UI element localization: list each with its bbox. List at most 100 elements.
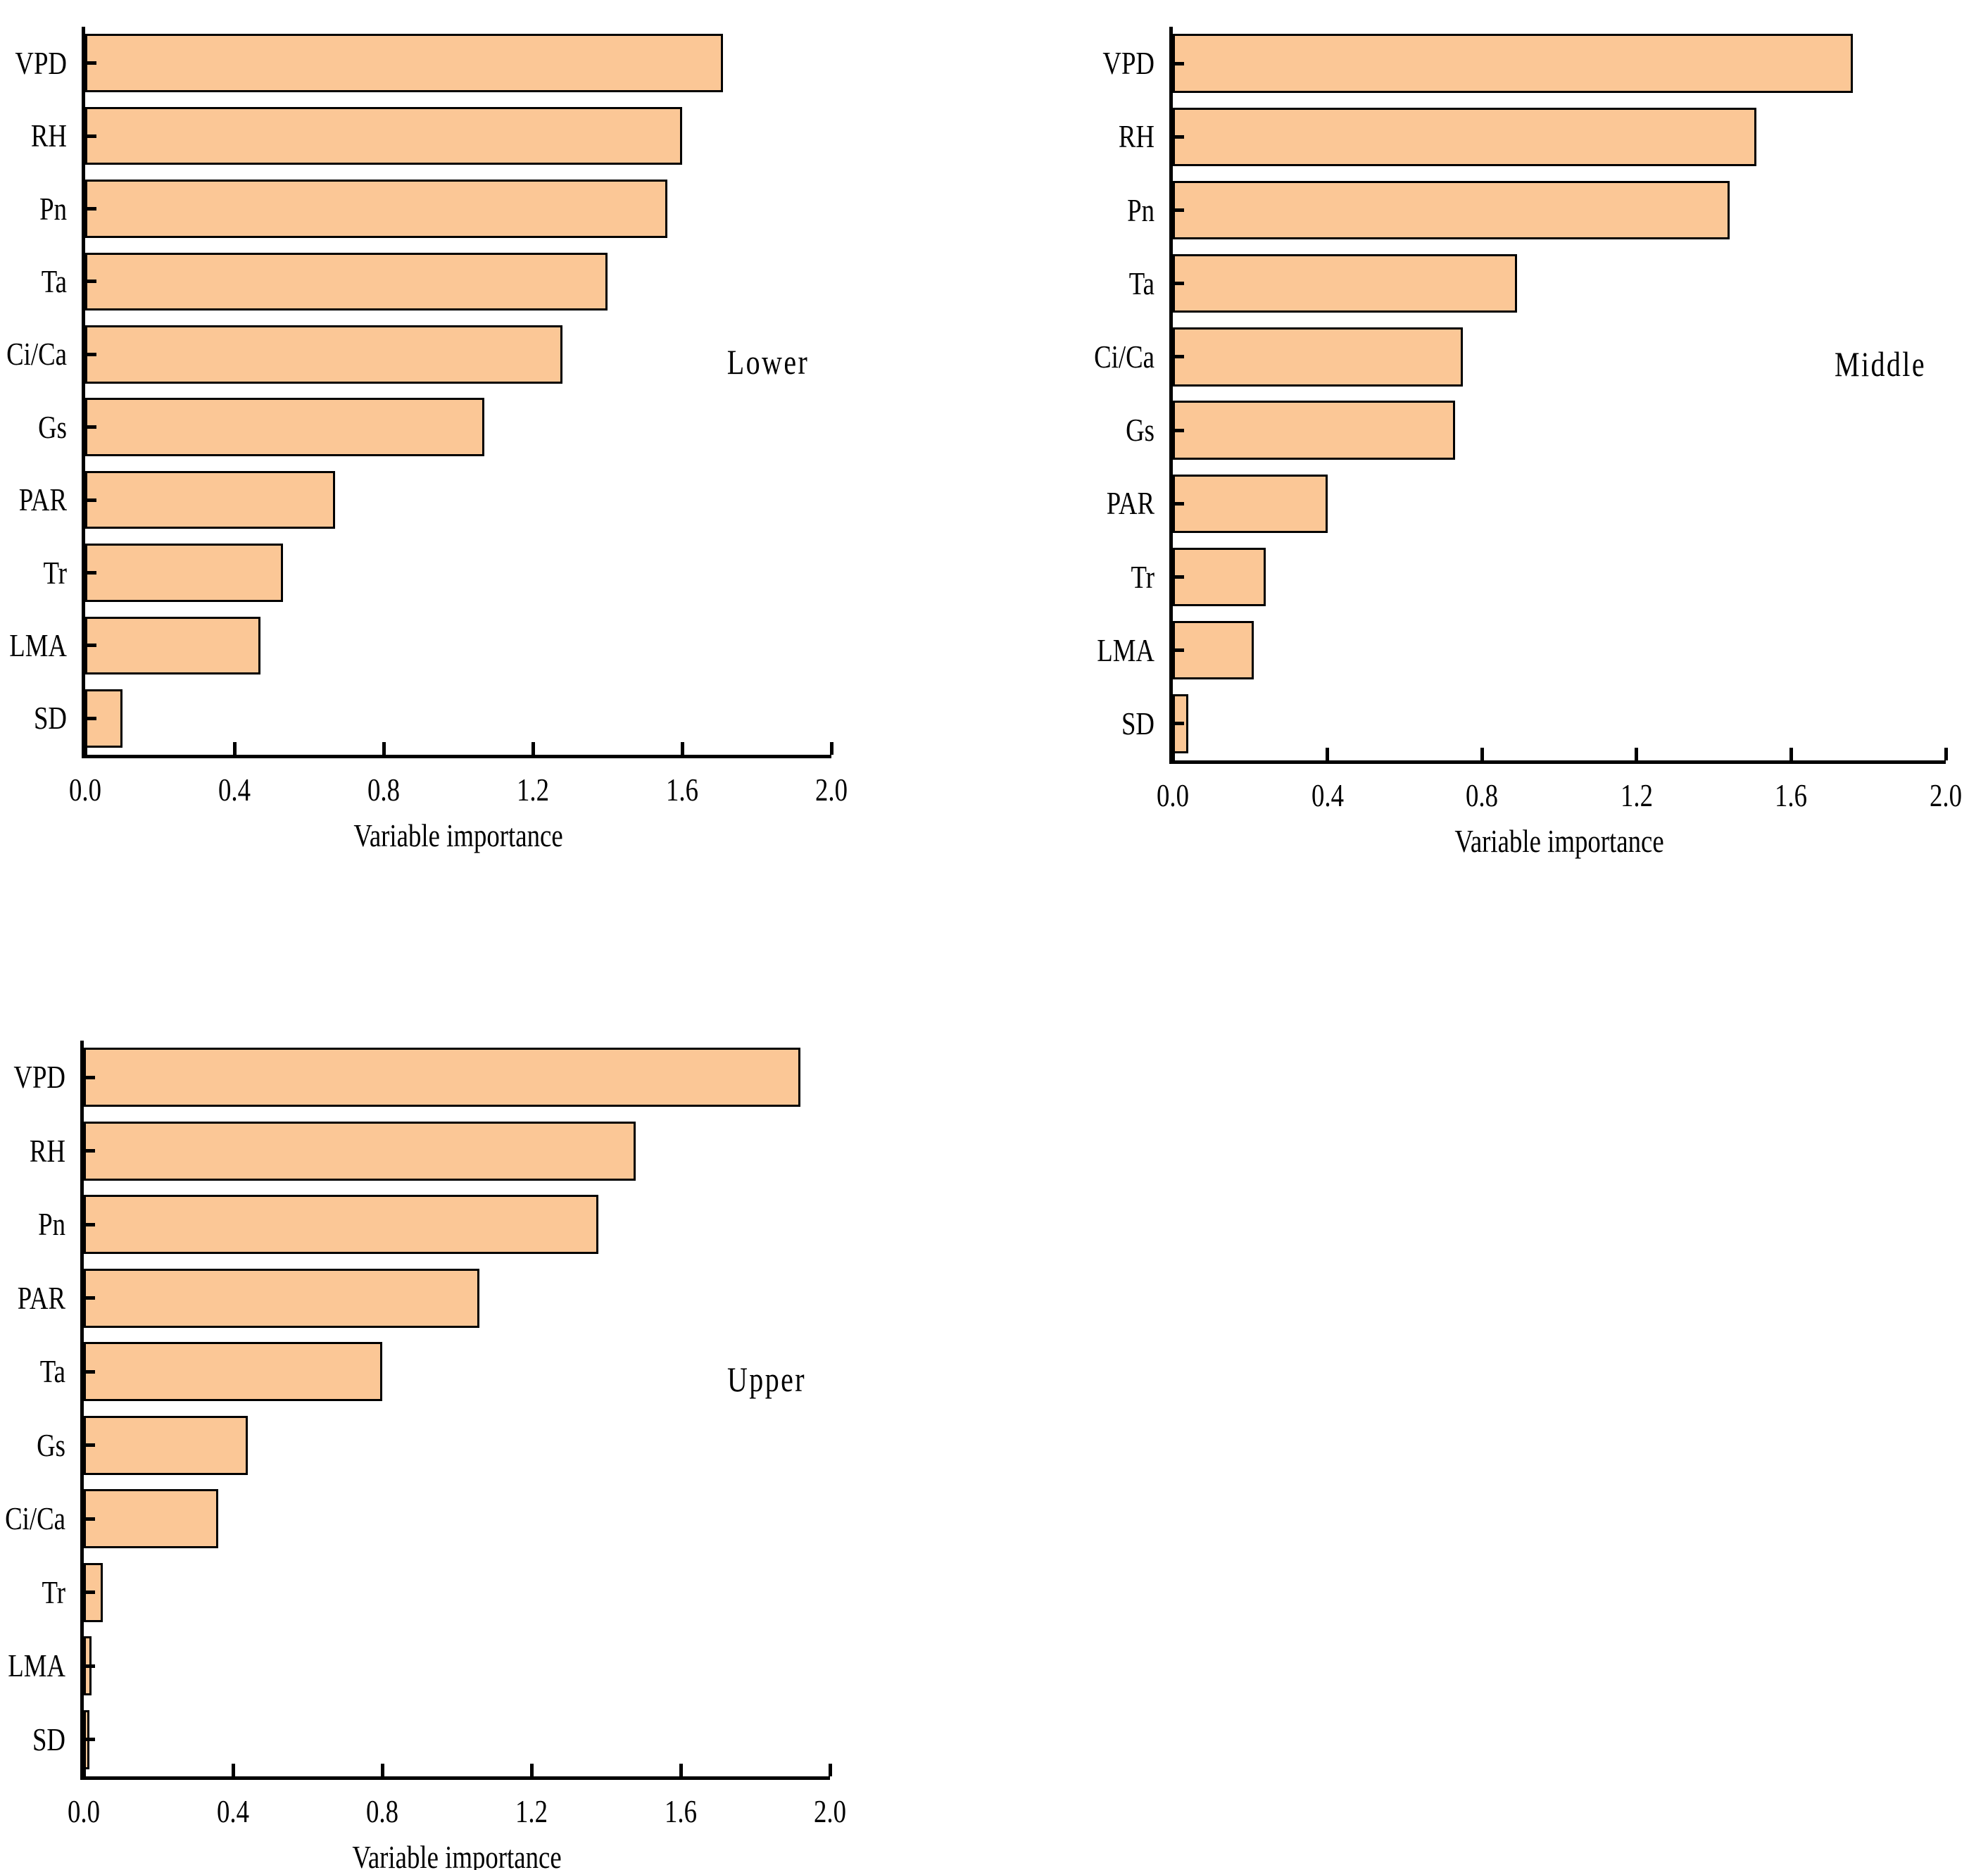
bar-lma — [85, 616, 261, 675]
x-axis-tick-label: 1.2 — [517, 772, 549, 808]
x-axis-tick-label: 0.0 — [1157, 777, 1189, 813]
plot-area: VPD RH Pn Ta Ci/Ca Gs PAR Tr LMA SD 0.0 0.4 0.8 1.2 1.… — [6, 27, 848, 853]
y-axis-category-label: Ci/Ca — [6, 336, 67, 372]
x-axis-tick-label: 1.2 — [515, 1793, 548, 1829]
y-axis-category-label: RH — [30, 118, 67, 154]
y-axis-category-label: Ta — [1128, 265, 1155, 301]
x-axis-tick-label: 1.2 — [1620, 777, 1653, 813]
bar-lma — [1173, 621, 1254, 680]
y-axis-tick — [85, 134, 96, 138]
y-axis-category-label: Ci/Ca — [5, 1500, 65, 1537]
x-axis-line — [1169, 760, 1946, 764]
y-axis-tick — [85, 352, 96, 356]
panel-annotation: Lower — [726, 341, 810, 382]
y-axis-category-label: Ci/Ca — [1094, 338, 1155, 375]
x-axis-line — [80, 1776, 830, 1780]
bar-par — [1173, 474, 1328, 533]
x-axis-tick-label: 0.4 — [218, 772, 251, 808]
bar-vpd — [85, 34, 724, 93]
plot-area: VPD RH Pn PAR Ta Gs Ci/Ca Tr LMA SD 0.0 0.4 0.8 1.2 1.… — [5, 1041, 846, 1870]
y-axis-category-label: Tr — [42, 1574, 65, 1610]
y-axis-tick — [85, 571, 96, 575]
y-axis-category-label: Gs — [38, 408, 67, 445]
x-axis-tick-label: 0.4 — [1311, 777, 1344, 813]
y-axis-tick — [84, 1590, 95, 1595]
y-axis-line — [82, 27, 85, 758]
y-axis-tick — [84, 1738, 95, 1742]
x-axis-tick — [1635, 748, 1639, 760]
x-axis-tick — [531, 742, 535, 755]
x-axis-tick — [1171, 748, 1175, 760]
bar-tr — [85, 544, 283, 602]
bar-ci-ca — [84, 1489, 218, 1549]
y-axis-category-label: Pn — [38, 1206, 65, 1243]
x-axis-tick — [382, 742, 386, 755]
y-axis-category-label: RH — [29, 1132, 65, 1169]
x-axis-tick — [232, 742, 237, 755]
y-axis-category-label: RH — [1118, 118, 1155, 155]
y-axis-tick — [1173, 208, 1184, 212]
x-axis-tick — [82, 1764, 86, 1776]
x-axis-tick-label: 1.6 — [1775, 777, 1808, 813]
bar-vpd — [84, 1048, 800, 1107]
bar-rh — [85, 106, 682, 165]
y-axis-tick — [85, 498, 96, 502]
x-axis-tick-label: 0.8 — [367, 772, 400, 808]
y-axis-tick — [1173, 722, 1184, 726]
bar-pn — [85, 180, 667, 238]
y-axis-category-label: Tr — [43, 554, 67, 591]
bar-pn — [1173, 180, 1730, 240]
x-axis-tick — [231, 1764, 235, 1776]
bar-ci-ca — [85, 325, 563, 384]
y-axis-category-label: SD — [1121, 705, 1155, 741]
y-axis-category-label: LMA — [8, 1648, 65, 1684]
x-axis-tick — [1944, 748, 1948, 760]
y-axis-category-label: Pn — [39, 190, 67, 227]
y-axis-tick — [85, 425, 96, 429]
y-axis-category-label: PAR — [17, 1279, 65, 1316]
x-axis-tick — [679, 1764, 683, 1776]
y-axis-category-label: Ta — [39, 1353, 65, 1390]
x-axis-tick-label: 1.6 — [665, 1793, 697, 1829]
x-axis-tick — [828, 1764, 832, 1776]
y-axis-tick — [85, 644, 96, 648]
y-axis-tick — [84, 1222, 95, 1226]
bar-par — [84, 1268, 479, 1328]
y-axis-tick — [84, 1296, 95, 1300]
bar-pn — [84, 1195, 599, 1255]
y-axis-tick — [84, 1149, 95, 1153]
y-axis-category-label: LMA — [9, 627, 67, 663]
y-axis-tick — [85, 207, 96, 211]
y-axis-category-label: VPD — [1102, 45, 1155, 82]
y-axis-tick — [1173, 575, 1184, 579]
y-axis-category-label: SD — [33, 700, 67, 736]
x-axis-tick — [829, 742, 833, 755]
y-axis-tick — [1173, 282, 1184, 286]
bar-ta — [84, 1342, 382, 1402]
y-axis-tick — [85, 280, 96, 284]
y-axis-category-label: PAR — [18, 482, 67, 518]
y-axis-tick — [1173, 355, 1184, 359]
bar-gs — [84, 1415, 249, 1475]
y-axis-category-label: VPD — [13, 1059, 65, 1096]
bar-rh — [1173, 107, 1756, 166]
x-axis-tick — [680, 742, 684, 755]
y-axis-tick — [1173, 428, 1184, 432]
y-axis-tick — [1173, 501, 1184, 506]
y-axis-tick — [84, 1664, 95, 1668]
y-axis-category-label: Ta — [41, 263, 67, 299]
x-axis-tick-label: 0.0 — [69, 772, 101, 808]
bar-rh — [84, 1121, 636, 1181]
y-axis-category-label: PAR — [1106, 485, 1155, 522]
x-axis-tick — [1480, 748, 1484, 760]
bar-vpd — [1173, 34, 1854, 93]
y-axis-tick — [84, 1075, 95, 1079]
y-axis-category-label: Gs — [37, 1426, 65, 1463]
x-axis-tick — [529, 1764, 534, 1776]
y-axis-line — [1169, 27, 1173, 764]
y-axis-category-label: VPD — [15, 44, 67, 81]
x-axis-tick — [1326, 748, 1330, 760]
bar-gs — [85, 398, 485, 457]
